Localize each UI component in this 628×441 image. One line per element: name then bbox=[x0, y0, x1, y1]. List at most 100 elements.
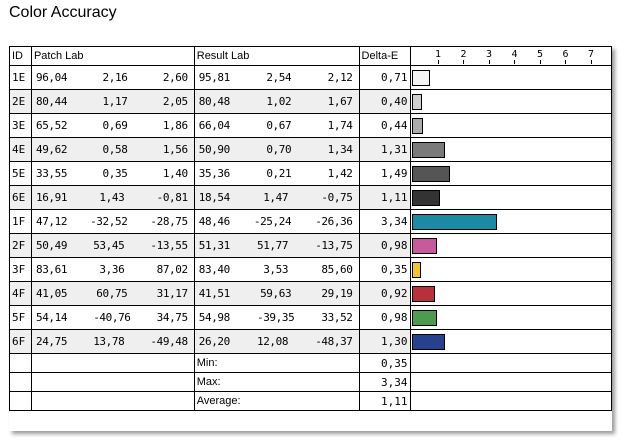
axis-tick-label: 1 bbox=[434, 49, 441, 60]
lab-value: -32,52 bbox=[90, 215, 128, 228]
lab-value: 83,40 bbox=[198, 263, 231, 276]
patch-lab-values: 16,91 1,43 -0,81 bbox=[32, 191, 193, 204]
delta-e-bar bbox=[412, 93, 423, 110]
summary-blank bbox=[30, 391, 195, 411]
result-lab-values: 95,81 2,54 2,12 bbox=[195, 71, 358, 84]
lab-value: 1,43 bbox=[99, 191, 125, 204]
lab-value: -0,81 bbox=[156, 191, 189, 204]
table-row: 1E 96,04 2,16 2,60 95,81 2,54 2,12 0,71 bbox=[9, 65, 612, 90]
lab-value: 16,91 bbox=[35, 191, 68, 204]
result-lab-values: 26,20 12,08 -48,37 bbox=[195, 335, 358, 348]
lab-value: 80,44 bbox=[35, 95, 68, 108]
lab-value: 65,52 bbox=[35, 119, 68, 132]
table-row: 3E 65,52 0,69 1,86 66,04 0,67 1,74 0,44 bbox=[9, 113, 612, 138]
lab-value: 50,90 bbox=[198, 143, 231, 156]
delta-e-value: 1,49 bbox=[358, 161, 412, 186]
bar-cell bbox=[410, 281, 612, 306]
summary-label: Average: bbox=[193, 391, 360, 411]
lab-value: 41,51 bbox=[198, 287, 231, 300]
lab-value: -28,75 bbox=[150, 215, 188, 228]
bar-cell bbox=[410, 305, 612, 330]
bar-cell bbox=[410, 185, 612, 210]
chart-title: Color Accuracy bbox=[9, 4, 117, 21]
lab-value: 26,20 bbox=[198, 335, 231, 348]
patch-id: 4E bbox=[9, 137, 32, 162]
lab-value: 2,12 bbox=[327, 71, 353, 84]
patch-lab-values: 49,62 0,58 1,56 bbox=[32, 143, 193, 156]
table-row: 6F 24,75 13,78 -49,48 26,20 12,08 -48,37 1,30 bbox=[9, 329, 612, 354]
axis-tick-mark bbox=[463, 60, 465, 64]
lab-value: 0,21 bbox=[266, 167, 292, 180]
summary-chart-blank bbox=[410, 391, 612, 411]
summary-blank bbox=[9, 372, 32, 392]
axis-tick-label: 3 bbox=[485, 49, 492, 60]
lab-value: 85,60 bbox=[321, 263, 353, 276]
lab-value: 66,04 bbox=[198, 119, 231, 132]
patch-lab: 16,91 1,43 -0,81 bbox=[30, 185, 195, 210]
patch-lab: 80,44 1,17 2,05 bbox=[30, 89, 195, 114]
patch-lab: 33,55 0,35 1,40 bbox=[30, 161, 195, 186]
lab-value: 0,35 bbox=[102, 167, 128, 180]
patch-lab: 83,61 3,36 87,02 bbox=[30, 257, 195, 282]
result-lab: 26,20 12,08 -48,37 bbox=[193, 329, 360, 354]
lab-value: 0,58 bbox=[102, 143, 128, 156]
lab-value: 35,36 bbox=[198, 167, 231, 180]
delta-e-bar bbox=[412, 261, 422, 278]
table-row: 5E 33,55 0,35 1,40 35,36 0,21 1,42 1,49 bbox=[9, 161, 612, 186]
patch-lab: 54,14 -40,76 34,75 bbox=[30, 305, 195, 330]
table-row: 2F 50,49 53,45 -13,55 51,31 51,77 -13,75 0,98 bbox=[9, 233, 612, 258]
bar-cell bbox=[410, 89, 612, 114]
summary-blank bbox=[30, 353, 195, 373]
delta-e-bar bbox=[412, 237, 438, 254]
lab-value: 1,67 bbox=[327, 95, 353, 108]
axis-tick-mark bbox=[590, 60, 592, 64]
lab-value: 34,75 bbox=[156, 311, 189, 324]
patch-lab-values: 41,05 60,75 31,17 bbox=[32, 287, 193, 300]
lab-value: 47,12 bbox=[35, 215, 68, 228]
summary-label: Max: bbox=[193, 372, 360, 392]
bar-cell bbox=[410, 233, 612, 258]
lab-value: 1,74 bbox=[327, 119, 353, 132]
lab-value: 53,45 bbox=[93, 239, 125, 252]
patch-lab-values: 83,61 3,36 87,02 bbox=[32, 263, 193, 276]
delta-e-bar bbox=[412, 309, 438, 326]
delta-e-value: 3,34 bbox=[358, 209, 412, 234]
delta-e-value: 0,98 bbox=[358, 305, 412, 330]
lab-value: 83,61 bbox=[35, 263, 68, 276]
result-lab-values: 35,36 0,21 1,42 bbox=[195, 167, 358, 180]
patch-id: 5F bbox=[9, 305, 32, 330]
summary-value: 3,34 bbox=[358, 372, 412, 392]
result-lab-values: 51,31 51,77 -13,75 bbox=[195, 239, 358, 252]
result-lab-values: 66,04 0,67 1,74 bbox=[195, 119, 358, 132]
lab-value: 0,70 bbox=[266, 143, 292, 156]
result-lab: 18,54 1,47 -0,75 bbox=[193, 185, 360, 210]
patch-lab-values: 54,14 -40,76 34,75 bbox=[32, 311, 193, 324]
summary-blank bbox=[9, 353, 32, 373]
axis-tick-label: 7 bbox=[587, 49, 594, 60]
lab-value: 0,67 bbox=[266, 119, 292, 132]
delta-e-bar bbox=[412, 117, 424, 134]
lab-value: -40,76 bbox=[93, 311, 131, 324]
axis-tick-mark bbox=[514, 60, 516, 64]
lab-value: -26,36 bbox=[315, 215, 353, 228]
lab-value: 3,36 bbox=[99, 263, 125, 276]
header-result-lab: Result Lab bbox=[193, 46, 360, 66]
lab-value: 2,16 bbox=[102, 71, 128, 84]
lab-value: 54,98 bbox=[198, 311, 231, 324]
patch-lab: 49,62 0,58 1,56 bbox=[30, 137, 195, 162]
bar-cell bbox=[410, 137, 612, 162]
patch-id: 1E bbox=[9, 65, 32, 90]
lab-value: 31,17 bbox=[156, 287, 189, 300]
axis-tick-label: 4 bbox=[511, 49, 518, 60]
patch-id: 6E bbox=[9, 185, 32, 210]
table-row: 5F 54,14 -40,76 34,75 54,98 -39,35 33,52 0,98 bbox=[9, 305, 612, 330]
delta-e-bar bbox=[412, 189, 441, 206]
lab-value: 1,86 bbox=[162, 119, 188, 132]
lab-value: 1,56 bbox=[162, 143, 188, 156]
lab-value: 24,75 bbox=[35, 335, 68, 348]
summary-chart-blank bbox=[410, 353, 612, 373]
result-lab: 83,40 3,53 85,60 bbox=[193, 257, 360, 282]
summary-blank bbox=[30, 372, 195, 392]
